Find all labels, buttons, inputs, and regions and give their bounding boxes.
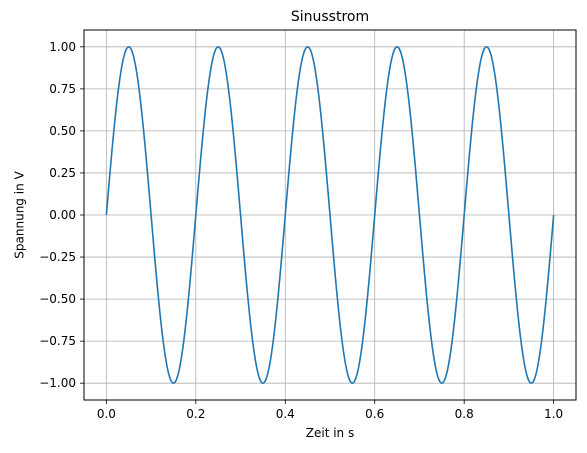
x-tick-label: 0.2 [186, 407, 205, 421]
x-tick-label: 0.4 [276, 407, 295, 421]
y-tick-label: −0.75 [39, 334, 76, 348]
series-line [105, 45, 555, 385]
y-tick-label: 0.00 [49, 208, 76, 222]
x-tick-label: 1.0 [544, 407, 563, 421]
y-tick-label: 0.75 [49, 82, 76, 96]
x-tick-label: 0.0 [97, 407, 116, 421]
x-axis-label: Zeit in s [306, 426, 354, 440]
series-group [105, 45, 555, 385]
y-axis-ticks: 1.00 0.75 0.50 0.25 0.00 −0.25 −0.50 −0.75 −1.00 [39, 40, 84, 390]
y-tick-label: 1.00 [49, 40, 76, 54]
chart-title: Sinusstrom [291, 9, 369, 25]
y-tick-label: 0.50 [49, 124, 76, 138]
x-axis-ticks: 0.0 0.2 0.4 0.6 0.8 1.0 [97, 400, 563, 421]
y-axis-label: Spannung in V [13, 171, 27, 259]
x-tick-label: 0.6 [365, 407, 384, 421]
x-tick-label: 0.8 [455, 407, 474, 421]
y-tick-label: 0.25 [49, 166, 76, 180]
y-tick-label: −0.25 [39, 250, 76, 264]
y-tick-label: −1.00 [39, 376, 76, 390]
y-tick-label: −0.50 [39, 292, 76, 306]
